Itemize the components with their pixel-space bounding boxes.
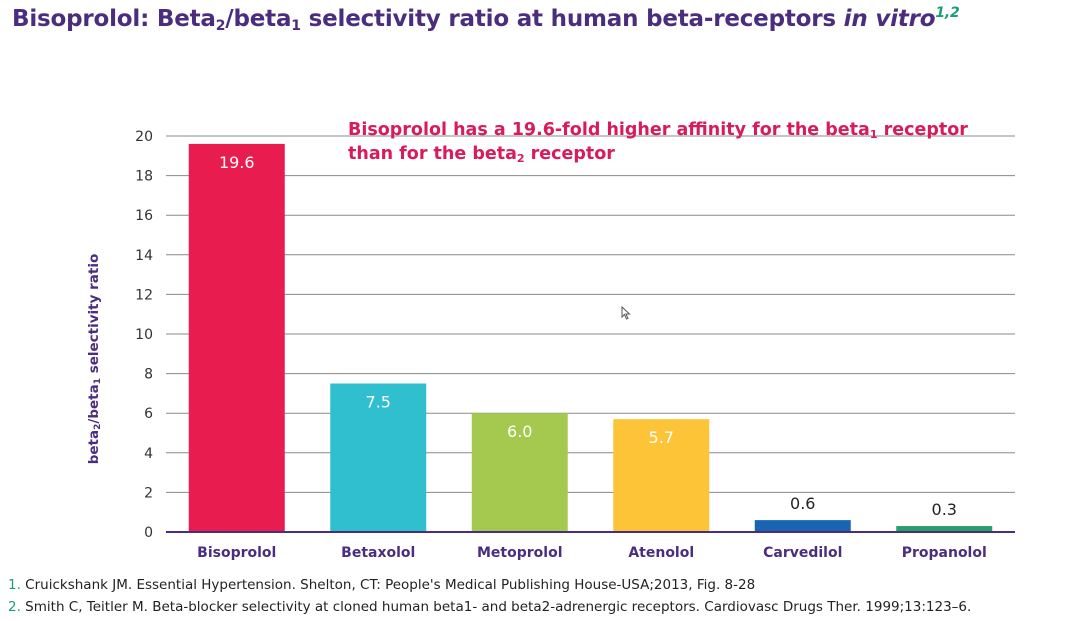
x-tick-label: Metoprolol [477, 545, 563, 561]
y-tick-label: 16 [135, 208, 153, 224]
x-tick-label: Atenolol [628, 545, 694, 561]
mouse-cursor-icon [621, 306, 631, 320]
data-label: 7.5 [366, 393, 391, 412]
data-label: 0.3 [932, 500, 957, 519]
bar [896, 526, 993, 532]
data-label: 0.6 [790, 494, 815, 513]
y-tick-label: 2 [144, 485, 153, 501]
bar [613, 419, 710, 532]
x-tick-label: Propanolol [902, 545, 987, 561]
data-label: 6.0 [507, 422, 532, 441]
y-tick-label: 10 [135, 327, 153, 343]
reference-item: 2. Smith C, Teitler M. Beta-blocker sele… [8, 599, 972, 615]
y-tick-label: 6 [144, 406, 153, 422]
data-label: 5.7 [649, 428, 674, 447]
x-tick-label: Carvedilol [763, 545, 842, 561]
y-tick-label: 14 [135, 248, 153, 264]
references: 1. Cruickshank JM. Essential Hypertensio… [8, 574, 971, 618]
chart-callout: Bisoprolol has a 19.6-fold higher affini… [348, 120, 968, 165]
data-label: 19.6 [219, 153, 255, 172]
reference-superscript: 1,2 [935, 5, 960, 21]
bar [471, 413, 568, 532]
bar [330, 383, 427, 532]
x-tick-label: Betaxolol [341, 545, 415, 561]
y-tick-label: 4 [144, 446, 153, 462]
bar [754, 520, 851, 532]
reference-item: 1. Cruickshank JM. Essential Hypertensio… [8, 577, 756, 593]
x-tick-label: Bisoprolol [197, 545, 276, 561]
bar [188, 143, 285, 533]
y-tick-label: 8 [144, 367, 153, 383]
y-tick-label: 12 [135, 287, 153, 303]
y-tick-label: 0 [144, 525, 153, 541]
y-tick-label: 18 [135, 169, 153, 185]
y-axis-label: beta2/beta1 selectivity ratio [86, 253, 103, 465]
y-tick-label: 20 [135, 129, 153, 145]
page-title: Bisoprolol: Beta2/beta1 selectivity rati… [12, 5, 960, 34]
